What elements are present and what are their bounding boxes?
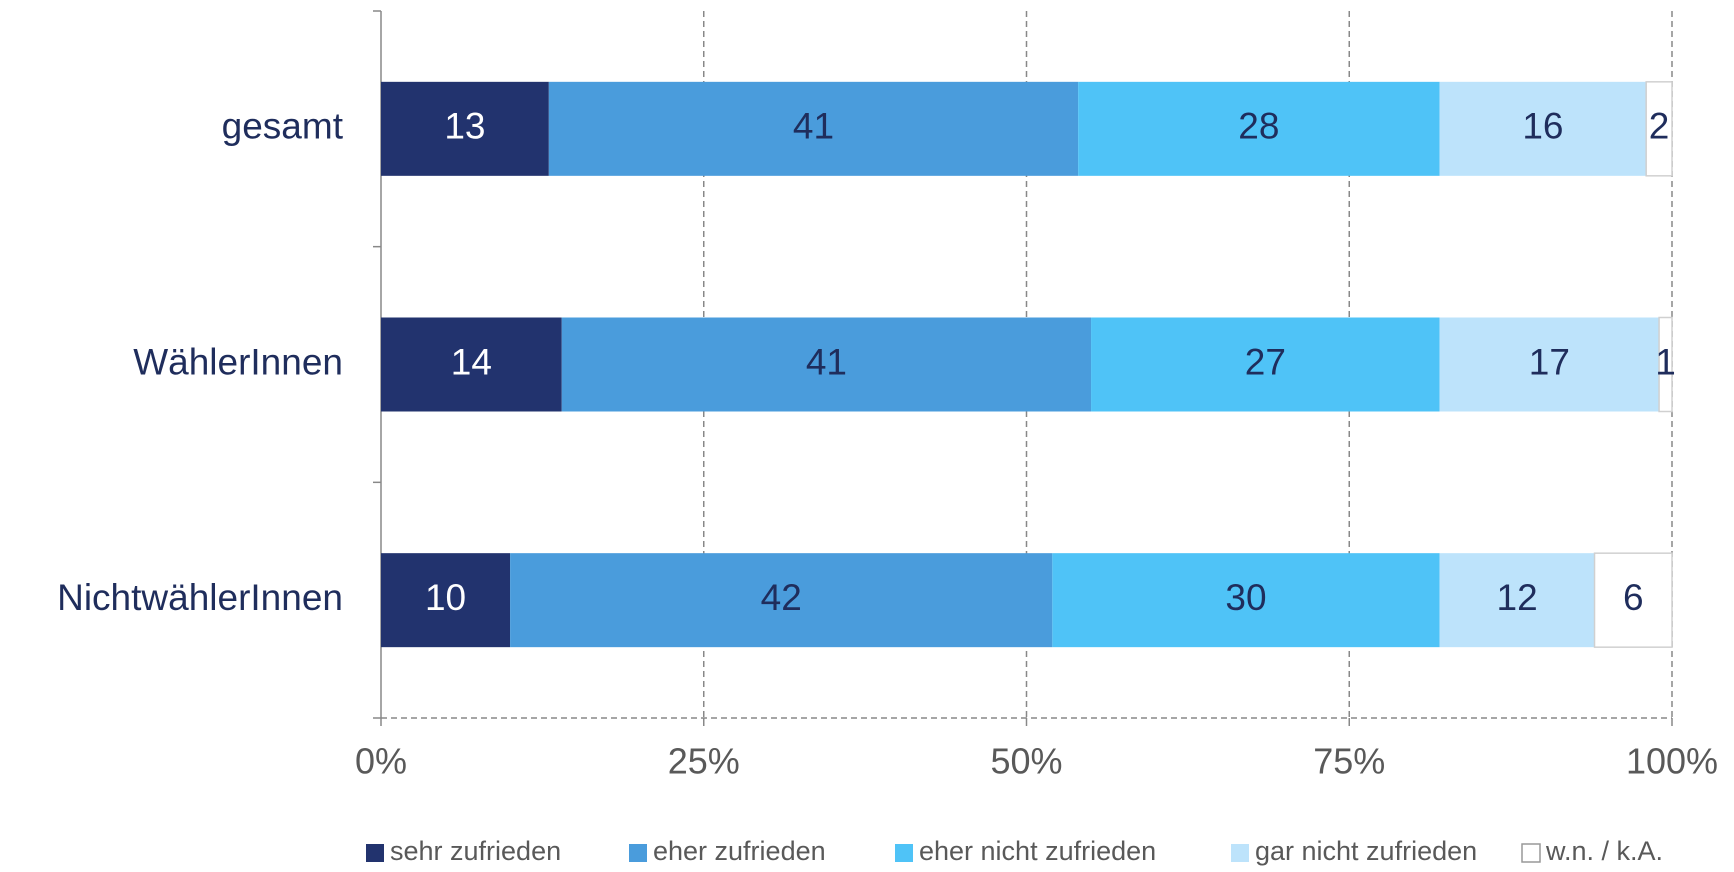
value-label: 41 [793, 106, 834, 147]
bar-segment [1658, 316, 1673, 413]
legend-swatch [1231, 844, 1249, 862]
legend-label: eher nicht zufrieden [919, 836, 1156, 866]
bar-segment [1439, 317, 1660, 412]
bar-segment [381, 81, 549, 176]
x-tick-label: 75% [1313, 741, 1385, 782]
bar-segment [1091, 317, 1440, 412]
bar-segment [381, 553, 511, 648]
legend-swatch [366, 844, 384, 862]
value-label: 30 [1225, 577, 1266, 618]
bar-segment [1052, 553, 1440, 648]
value-label: 27 [1245, 341, 1286, 382]
legend-label: sehr zufrieden [390, 836, 561, 866]
legend-swatch [629, 844, 647, 862]
value-label: 12 [1497, 577, 1538, 618]
legend-label: eher zufrieden [653, 836, 826, 866]
bar-segment [1439, 81, 1647, 176]
x-tick-label: 100% [1626, 741, 1718, 782]
x-tick-label: 50% [990, 741, 1062, 782]
value-label: 28 [1238, 106, 1279, 147]
value-label: 1 [1655, 341, 1676, 382]
bar-segment [1439, 553, 1595, 648]
x-tick-label: 0% [355, 741, 407, 782]
category-label: NichtwählerInnen [57, 577, 343, 618]
bar-segment [561, 317, 1092, 412]
category-label: gesamt [222, 106, 344, 147]
legend-label: w.n. / k.A. [1545, 836, 1663, 866]
value-label: 17 [1529, 341, 1570, 382]
bar-segment [1078, 81, 1440, 176]
x-tick-label: 25% [668, 741, 740, 782]
bar-segment [1645, 81, 1673, 177]
bar-segment [381, 317, 562, 412]
category-label: WählerInnen [133, 341, 343, 382]
value-label: 10 [425, 577, 466, 618]
value-label: 41 [806, 341, 847, 382]
legend-swatch [895, 844, 913, 862]
bar-segment [548, 81, 1079, 176]
bar-segment [1593, 552, 1673, 648]
value-label: 42 [761, 577, 802, 618]
value-label: 14 [451, 341, 492, 382]
value-label: 2 [1649, 106, 1670, 147]
bar-segment [510, 553, 1053, 648]
legend-label: gar nicht zufrieden [1255, 836, 1477, 866]
value-label: 16 [1522, 106, 1563, 147]
value-label: 13 [444, 106, 485, 147]
value-label: 6 [1623, 577, 1644, 618]
legend-swatch [1521, 843, 1541, 863]
